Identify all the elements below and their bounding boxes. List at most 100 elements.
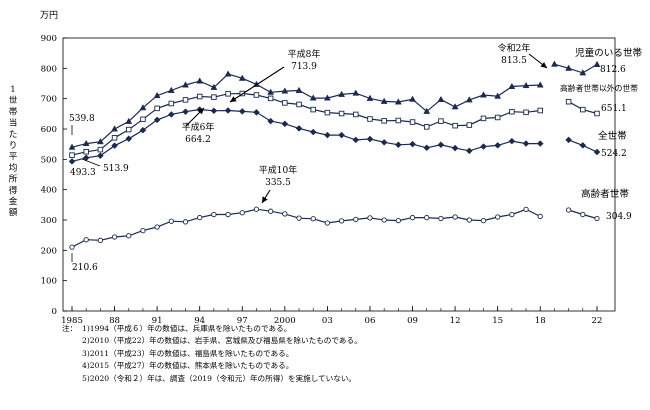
footnote-3: 3)2011（平成23）年の数値は、福島県を除いたものである。 — [82, 348, 294, 358]
ylabel-char: た — [9, 129, 18, 140]
ylabel-char: 金 — [9, 195, 18, 207]
series-line — [71, 208, 541, 248]
data-point — [69, 152, 75, 158]
data-point — [338, 110, 345, 117]
annotation-9: 651.1 — [601, 104, 627, 114]
annotation-0: 539.8 — [69, 114, 95, 124]
data-point — [239, 210, 245, 216]
x-tick-label: 94 — [194, 316, 205, 323]
data-point — [168, 100, 175, 107]
data-point — [423, 107, 431, 114]
data-point — [338, 90, 346, 97]
annotation-value: 304.9 — [606, 212, 632, 222]
data-point — [238, 108, 246, 115]
data-point — [97, 146, 104, 153]
data-point — [126, 126, 132, 133]
annotation-6: 210.6 — [72, 263, 98, 273]
annotation-value: 651.1 — [601, 104, 627, 114]
data-point — [509, 108, 515, 115]
data-point — [593, 60, 601, 67]
series-3 — [69, 206, 600, 250]
data-point — [126, 233, 132, 239]
data-point — [451, 103, 459, 110]
annotation-value: 664.2 — [185, 135, 211, 145]
y-tick-label: 0 — [52, 307, 57, 317]
ylabel-char: 平 — [9, 151, 18, 162]
series-name-label: 全世帯 — [598, 130, 627, 142]
data-point — [310, 216, 316, 222]
annotation-value: 513.9 — [103, 164, 129, 174]
data-point — [593, 148, 601, 156]
data-point — [211, 94, 217, 100]
data-point — [111, 135, 118, 141]
footnote-prefix: 注： — [62, 324, 78, 333]
data-point — [111, 234, 118, 240]
y-tick-label: 300 — [41, 216, 57, 226]
data-point — [154, 224, 160, 230]
x-tick-label: 88 — [109, 316, 120, 323]
data-point — [466, 122, 473, 128]
data-point — [438, 118, 444, 124]
annotation-arrow — [229, 66, 285, 103]
x-tick-label: 15 — [492, 316, 503, 323]
y-tick-label: 200 — [41, 246, 57, 256]
annotation-arrowhead — [197, 108, 204, 115]
data-point — [111, 142, 118, 150]
data-point — [139, 126, 147, 134]
x-tick-label: 12 — [450, 316, 461, 323]
y-tick-label: 100 — [41, 277, 57, 287]
data-point — [182, 81, 189, 88]
data-point — [295, 86, 303, 93]
annotation-title: 令和2年 — [498, 42, 531, 54]
data-point — [480, 217, 487, 224]
series-line — [71, 108, 541, 162]
data-point — [465, 96, 473, 103]
data-point — [338, 131, 345, 139]
data-point — [381, 217, 387, 223]
data-point — [210, 107, 218, 115]
data-point — [579, 69, 587, 76]
y-tick-label: 400 — [41, 186, 57, 196]
data-point — [167, 111, 175, 118]
data-point — [523, 206, 529, 213]
annotation-value: 812.6 — [600, 65, 626, 75]
data-point — [224, 70, 232, 77]
annotation-3: 平成6年 664.2 — [182, 107, 214, 145]
data-point — [380, 97, 388, 104]
series-line — [71, 92, 541, 156]
ylabel-char: 1 — [10, 85, 15, 95]
data-point — [381, 118, 387, 124]
data-point — [395, 117, 402, 124]
data-point — [296, 215, 302, 221]
data-point — [267, 95, 274, 102]
data-point — [452, 214, 458, 220]
y-tick-label: 700 — [41, 95, 57, 105]
series-1 — [69, 90, 600, 158]
data-point — [394, 98, 402, 105]
data-point — [153, 116, 161, 124]
footnote-2: 2)2010（平成22）年の数値は、岩手県、宮城県及び福島県を除いたものである。 — [82, 336, 362, 346]
data-point — [309, 128, 317, 136]
x-tick-label: 2000 — [274, 316, 296, 323]
annotation-leader — [81, 158, 101, 167]
annotation-arrowhead — [230, 96, 237, 102]
annotation-value: 713.9 — [291, 62, 317, 72]
data-point — [409, 95, 416, 102]
data-point — [352, 89, 360, 96]
annotation-arrowhead — [262, 196, 268, 203]
data-point — [366, 135, 374, 143]
series-0 — [68, 60, 601, 150]
annotation-2: 493.3 — [70, 168, 96, 178]
ylabel-char: 所 — [9, 174, 18, 185]
ylabel-char: 均 — [9, 161, 18, 173]
data-point — [225, 211, 231, 218]
y-tick-label: 800 — [41, 64, 57, 74]
x-tick-label: 22 — [592, 316, 603, 323]
y-tick-label: 900 — [41, 34, 57, 44]
annotation-4: 平成8年 713.9 — [229, 48, 320, 103]
data-point — [522, 81, 530, 89]
data-point — [579, 142, 587, 149]
data-point — [323, 94, 331, 101]
data-point — [494, 142, 502, 149]
